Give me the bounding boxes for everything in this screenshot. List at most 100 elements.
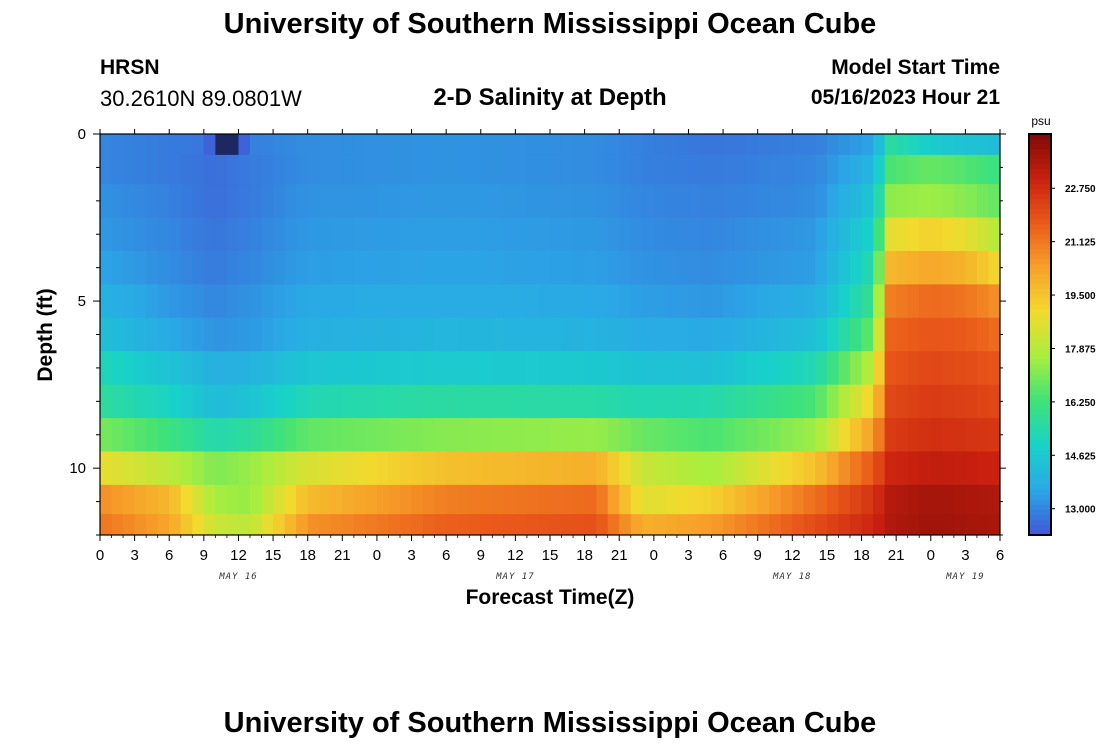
heatmap-cell — [861, 451, 874, 486]
heatmap-cell — [803, 484, 816, 515]
heatmap-cell — [296, 418, 309, 453]
colorbar-segment — [1029, 489, 1051, 496]
heatmap-cell — [850, 351, 863, 386]
heatmap-cell — [976, 384, 990, 419]
heatmap-cell — [850, 250, 863, 285]
heatmap-cell — [284, 184, 297, 219]
heatmap-cell — [907, 134, 920, 156]
heatmap-cell — [180, 418, 193, 453]
heatmap-cell — [676, 217, 690, 252]
heatmap-cell — [261, 184, 274, 219]
heatmap-cell — [503, 217, 516, 252]
heatmap-cell — [400, 134, 413, 156]
heatmap-cell — [688, 418, 701, 453]
heatmap-cell — [226, 154, 240, 185]
heatmap-cell — [515, 134, 528, 156]
heatmap-cell — [642, 250, 655, 285]
heatmap-cell — [192, 451, 205, 486]
heatmap-cell — [711, 250, 724, 285]
heatmap-cell — [100, 484, 113, 515]
heatmap-cell — [342, 284, 355, 319]
heatmap-cell — [319, 384, 332, 419]
heatmap-cell — [123, 418, 136, 453]
heatmap — [100, 134, 1000, 535]
colorbar-segment — [1029, 289, 1051, 295]
heatmap-cell — [434, 250, 447, 285]
heatmap-cell — [123, 217, 136, 252]
heatmap-cell — [169, 418, 182, 453]
heatmap-cell — [538, 154, 551, 185]
heatmap-cell — [180, 134, 193, 156]
heatmap-cell — [723, 384, 736, 419]
heatmap-cell — [561, 134, 574, 156]
heatmap-cell — [803, 184, 816, 219]
heatmap-cell — [157, 451, 170, 486]
heatmap-cell — [503, 514, 516, 535]
heatmap-cell — [792, 217, 805, 252]
heatmap-cell — [953, 451, 966, 486]
colorbar-segment — [1029, 164, 1051, 170]
heatmap-cell — [423, 351, 436, 386]
heatmap-cell — [930, 514, 943, 535]
heatmap-cell — [780, 134, 793, 156]
heatmap-cell — [330, 418, 343, 453]
heatmap-cell — [676, 514, 690, 535]
heatmap-cell — [861, 351, 874, 386]
heatmap-cell — [550, 384, 563, 419]
heatmap-cell — [803, 134, 816, 156]
heatmap-cell — [746, 250, 759, 285]
heatmap-cell — [526, 250, 540, 285]
heatmap-cell — [769, 250, 782, 285]
heatmap-cell — [503, 451, 516, 486]
heatmap-cell — [376, 514, 390, 535]
heatmap-cell — [400, 250, 413, 285]
heatmap-cell — [907, 418, 920, 453]
heatmap-cell — [942, 134, 955, 156]
heatmap-cell — [607, 317, 620, 352]
heatmap-cell — [573, 484, 586, 515]
heatmap-cell — [619, 451, 632, 486]
colorbar-segment — [1029, 474, 1051, 481]
heatmap-cell — [526, 418, 540, 453]
heatmap-cell — [480, 284, 493, 319]
heatmap-cell — [746, 154, 759, 185]
heatmap-cell — [653, 384, 666, 419]
heatmap-cell — [146, 134, 159, 156]
heatmap-cell — [826, 184, 840, 219]
heatmap-cell — [561, 514, 574, 535]
heatmap-cell — [896, 514, 909, 535]
heatmap-cell — [688, 351, 701, 386]
heatmap-cell — [400, 514, 413, 535]
heatmap-cell — [619, 250, 632, 285]
heatmap-cell — [111, 351, 124, 386]
heatmap-cell — [146, 384, 159, 419]
page-title: University of Southern Mississippi Ocean… — [223, 8, 877, 40]
heatmap-cell — [515, 284, 528, 319]
heatmap-cell — [780, 384, 793, 419]
heatmap-cell — [700, 514, 713, 535]
heatmap-cell — [746, 384, 759, 419]
heatmap-cell — [307, 451, 320, 486]
heatmap-cell — [261, 217, 274, 252]
heatmap-cell — [330, 284, 343, 319]
date-label: MAY 16 — [218, 572, 258, 582]
heatmap-cell — [342, 451, 355, 486]
heatmap-cell — [134, 418, 147, 453]
heatmap-cell — [353, 250, 366, 285]
heatmap-cell — [307, 134, 320, 156]
heatmap-cell — [792, 484, 805, 515]
heatmap-cell — [769, 351, 782, 386]
heatmap-cell — [665, 250, 678, 285]
heatmap-cell — [330, 217, 343, 252]
heatmap-cell — [561, 418, 574, 453]
heatmap-cell — [250, 250, 263, 285]
heatmap-cell — [503, 184, 516, 219]
heatmap-cell — [330, 351, 343, 386]
heatmap-cell — [676, 384, 690, 419]
heatmap-cell — [342, 154, 355, 185]
heatmap-cell — [561, 351, 574, 386]
heatmap-cell — [400, 351, 413, 386]
heatmap-cell — [780, 284, 793, 319]
heatmap-cell — [930, 484, 943, 515]
heatmap-cell — [100, 384, 113, 419]
